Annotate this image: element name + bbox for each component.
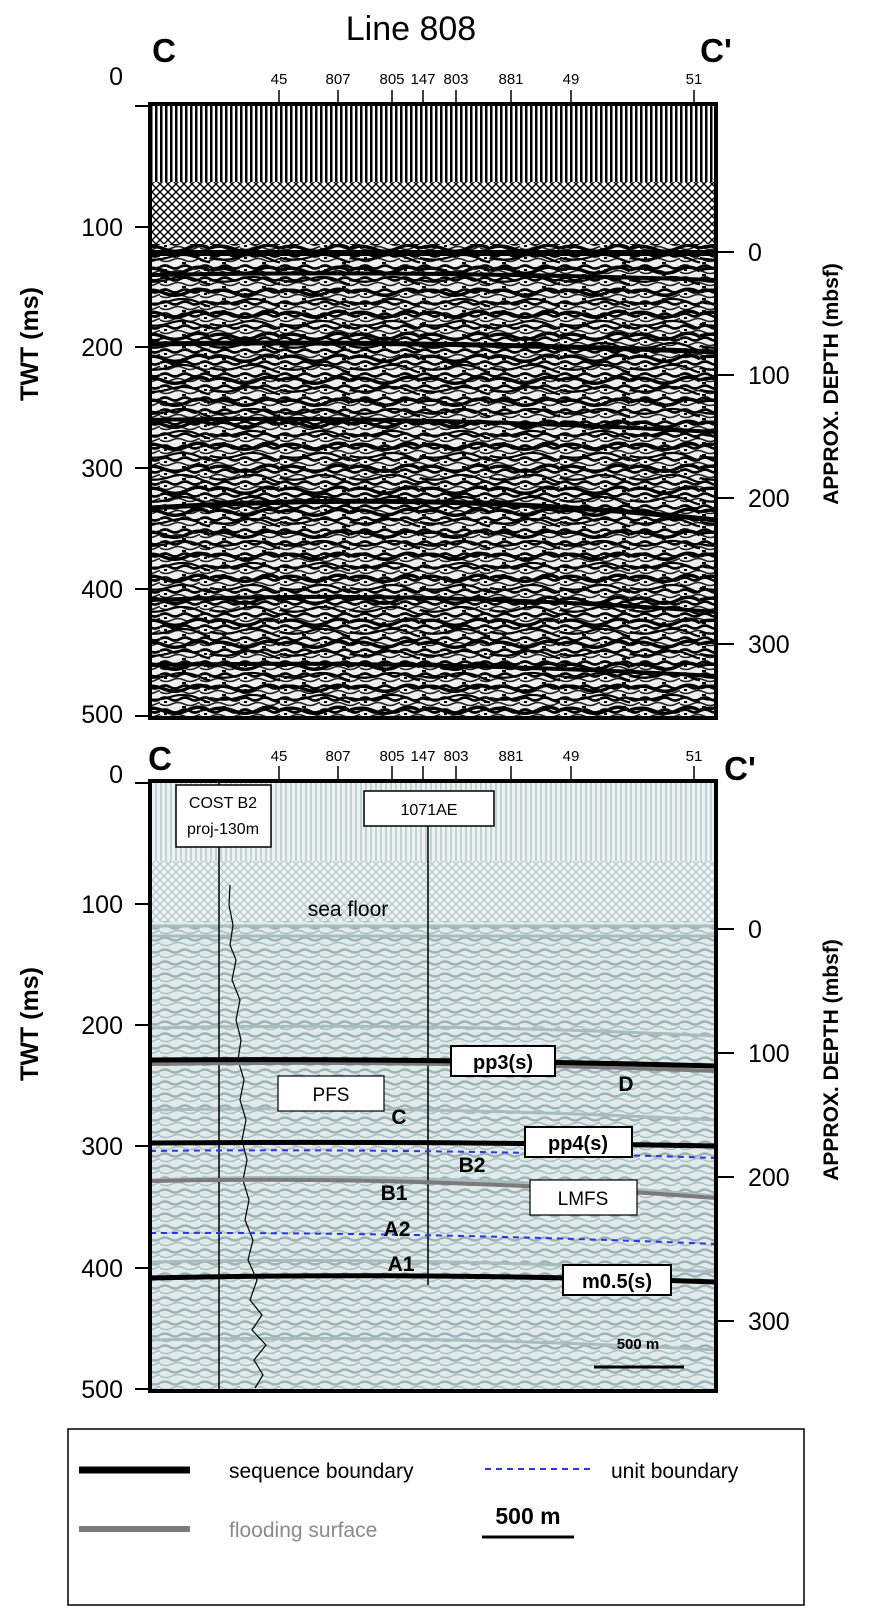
unit-boundary-a1-a2	[149, 1231, 717, 1245]
depth-tick: 200	[748, 485, 790, 513]
seismic-panel-top: C C' 45 807 805 147 803 881 49 51	[16, 32, 843, 729]
sea-floor-label: sea floor	[308, 898, 389, 921]
water-column-hatch-bottom	[150, 861, 716, 921]
water-column-top	[150, 104, 716, 182]
legend-label-unit-boundary: unit boundary	[611, 1460, 739, 1483]
crossline-label: 51	[686, 71, 703, 88]
legend-box	[67, 1428, 805, 1606]
well-label-box-cost-b2	[175, 784, 272, 848]
depth-tick: 300	[748, 1308, 790, 1336]
crossline-label: 45	[271, 71, 288, 88]
depth-tick: 0	[748, 239, 762, 267]
horizon-label-box-pp3	[450, 1045, 556, 1077]
sequence-boundary-pp4	[149, 1139, 717, 1149]
crossline-label: 881	[498, 71, 523, 88]
legend-label-flooding-surface: flooding surface	[229, 1519, 377, 1542]
horizon-label-pp3: pp3(s)	[473, 1052, 533, 1074]
well-name-1071ae: 1071AE	[401, 802, 458, 819]
scale-bar-label-panel: 500 m	[617, 1336, 660, 1353]
well-note-cost-b2: proj-130m	[187, 821, 259, 838]
well-name-cost-b2: COST B2	[189, 795, 257, 812]
twt-tick: 300	[81, 1133, 123, 1161]
twt-tick: 400	[81, 576, 123, 604]
crossline-labels-top: 45 807 805 147 803 881 49 51	[271, 71, 703, 104]
legend: sequence boundary unit boundary flooding…	[67, 1428, 805, 1606]
depth-tick: 200	[748, 1164, 790, 1192]
crossline-label: 45	[271, 748, 288, 765]
horizon-label-box-m05	[562, 1264, 672, 1296]
twt-axis-top	[135, 105, 150, 717]
unit-label-d: D	[618, 1073, 633, 1096]
horizon-label-lmfs: LMFS	[558, 1189, 609, 1210]
twt-axis-label-bottom: TWT (ms)	[16, 967, 44, 1081]
depth-tick: 0	[748, 916, 762, 944]
figure-title: Line 808	[346, 10, 476, 48]
endpoint-c-bottom: C	[148, 740, 172, 777]
twt-tick: 100	[81, 891, 123, 919]
crossline-label: 805	[379, 748, 404, 765]
horizon-label-pfs: PFS	[313, 1085, 350, 1106]
twt-axis-label-top: TWT (ms)	[16, 287, 44, 401]
depth-axis-label-bottom: APPROX. DEPTH (mbsf)	[820, 939, 843, 1181]
unit-label-a2: A2	[384, 1218, 411, 1241]
crossline-labels-bottom: 45 807 805 147 803 881 49 51	[271, 748, 703, 781]
well-label-box-1071ae	[363, 790, 495, 827]
legend-label-sequence-boundary: sequence boundary	[229, 1460, 414, 1483]
horizon-label-m05: m0.5(s)	[582, 1271, 652, 1293]
crossline-label: 803	[443, 71, 468, 88]
crossline-label: 51	[686, 748, 703, 765]
unit-label-a1: A1	[388, 1253, 415, 1276]
sequence-boundary-pp3	[149, 1057, 717, 1069]
depth-tick: 100	[748, 362, 790, 390]
horizon-label-box-pp4	[524, 1126, 633, 1158]
depth-tick: 100	[748, 1040, 790, 1068]
twt-tick: 0	[109, 63, 123, 91]
well-log-curve	[228, 884, 267, 1389]
seismic-panel-interpreted: C C' 45 807 805 147 803 881 49 51	[16, 740, 843, 1404]
unit-label-b1: B1	[381, 1182, 408, 1205]
endpoint-c-top: C	[152, 32, 176, 69]
horizon-label-box-pfs	[277, 1075, 385, 1112]
endpoint-c-prime-bottom: C'	[724, 750, 756, 787]
seismic-frame-top	[148, 102, 718, 720]
crossline-label: 807	[325, 71, 350, 88]
horizon-label-box-lmfs	[529, 1179, 638, 1216]
twt-tick: 100	[81, 214, 123, 242]
twt-tick: 400	[81, 1255, 123, 1283]
unit-label-c: C	[391, 1106, 406, 1129]
twt-tick: 200	[81, 334, 123, 362]
twt-tick: 500	[81, 701, 123, 729]
crossline-label: 49	[563, 71, 580, 88]
crossline-label: 803	[443, 748, 468, 765]
twt-tick: 300	[81, 455, 123, 483]
twt-tick: 500	[81, 1376, 123, 1404]
flooding-surface-pfs	[149, 1060, 717, 1073]
legend-scale-label: 500 m	[495, 1503, 560, 1529]
crossline-label: 807	[325, 748, 350, 765]
crossline-label: 147	[410, 748, 435, 765]
horizon-label-pp4: pp4(s)	[548, 1133, 608, 1155]
unit-label-b2: B2	[459, 1154, 486, 1177]
crossline-label: 805	[379, 71, 404, 88]
depth-axis-label-top: APPROX. DEPTH (mbsf)	[820, 263, 843, 505]
endpoint-c-prime-top: C'	[700, 32, 732, 69]
water-column-hatch-top	[150, 182, 716, 244]
crossline-label: 49	[563, 748, 580, 765]
twt-tick: 200	[81, 1012, 123, 1040]
twt-tick: 0	[109, 761, 123, 789]
seismic-frame-bottom	[148, 779, 718, 1393]
depth-tick: 300	[748, 631, 790, 659]
unit-boundary-b1-b2	[149, 1149, 717, 1159]
crossline-label: 881	[498, 748, 523, 765]
seismic-reflections-coarse-top	[150, 244, 716, 718]
crossline-label: 147	[410, 71, 435, 88]
